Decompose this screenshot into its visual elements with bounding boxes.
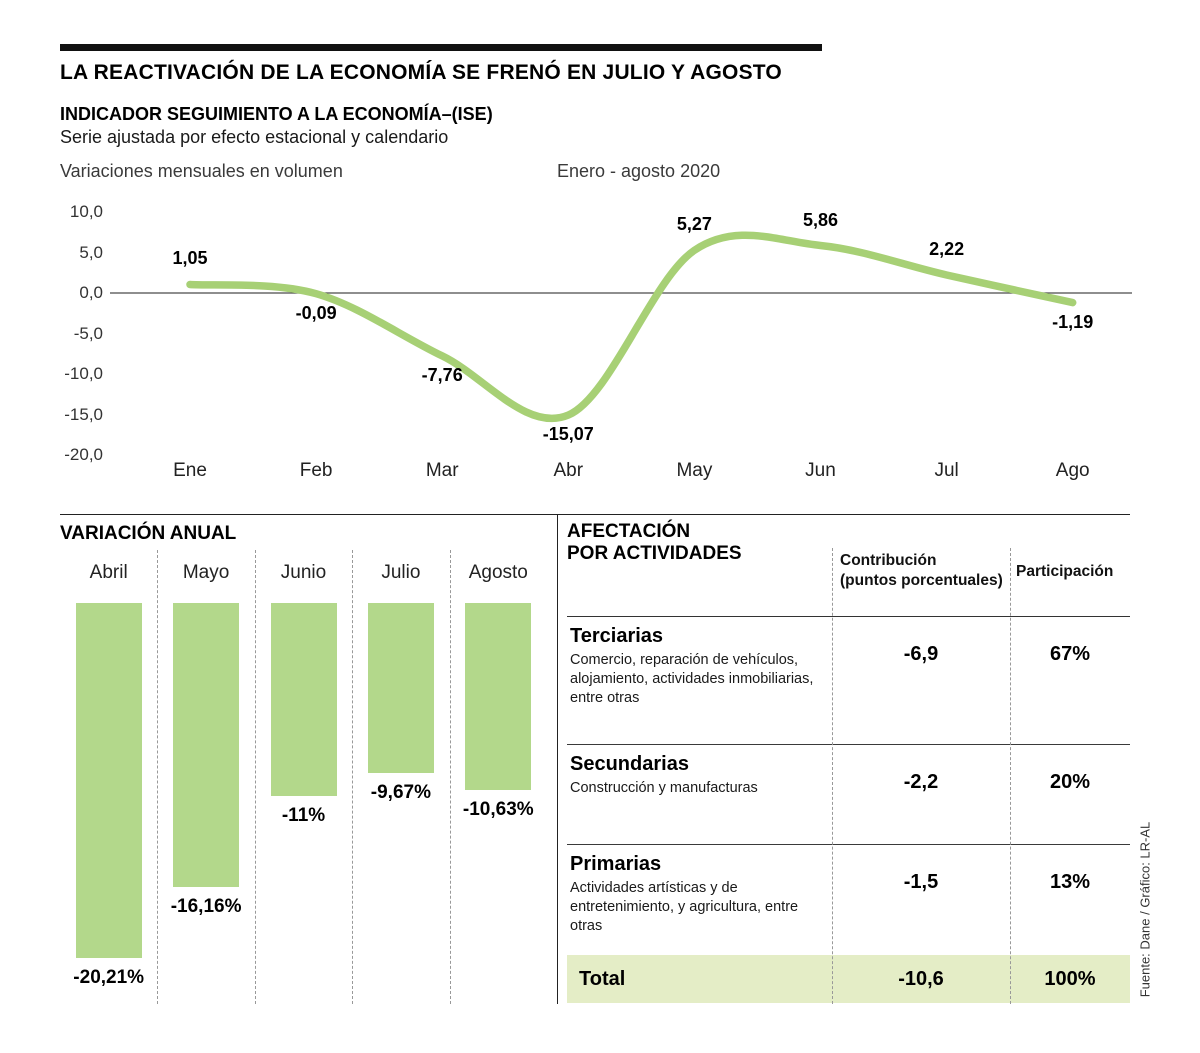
- activity-description: Comercio, reparación de vehículos, aloja…: [570, 652, 814, 706]
- x-axis-label: Ene: [173, 460, 207, 481]
- contribution-value: -2,2: [903, 771, 939, 793]
- bar-value-label: -16,16%: [170, 896, 242, 917]
- ise-curve: [186, 231, 1077, 423]
- table-row: Secundarias Construcción y manufacturas -2…: [567, 745, 1130, 845]
- variation-bar: [465, 603, 532, 790]
- activity-description: Construcción y manufacturas: [570, 780, 758, 796]
- x-axis-label: Jun: [805, 460, 836, 481]
- participation-value: 67%: [1049, 643, 1091, 665]
- top-rule: [60, 44, 822, 51]
- contribution-value: -6,9: [903, 643, 939, 665]
- bar-month-label: Junio: [280, 562, 327, 583]
- table-column-separator: [1010, 548, 1011, 1004]
- y-tick-label: -5,0: [73, 323, 103, 343]
- variation-bar: [270, 603, 337, 796]
- contribution-value: -1,5: [903, 871, 939, 893]
- bar-value-label: -9,67%: [370, 782, 431, 803]
- data-point-label: 5,86: [802, 209, 839, 230]
- bar-column-separator: [449, 550, 451, 1004]
- participation-value: 100%: [1044, 967, 1096, 990]
- bar-value-label: -11%: [281, 805, 326, 826]
- x-axis-label: Abr: [553, 460, 584, 481]
- y-axis-caption: Variaciones mensuales en volumen: [60, 161, 343, 181]
- x-axis-label: Feb: [299, 460, 333, 481]
- data-point-label: 2,22: [929, 239, 965, 260]
- bar-column-separator: [352, 550, 354, 1004]
- bar-column-separator: [254, 550, 256, 1004]
- bar-month-label: Mayo: [182, 562, 230, 583]
- activity-name: Terciarias: [570, 625, 664, 647]
- bar-value-label: -10,63%: [462, 799, 534, 820]
- activity-name: Total: [579, 967, 626, 990]
- activity-name-cell: Total: [567, 967, 832, 992]
- column-header-contribution-line1: Contribución: [840, 552, 937, 569]
- y-tick-label: -10,0: [64, 364, 103, 383]
- section-divider-rule: [60, 514, 1130, 515]
- table-row-total: Total -10,6 100%: [567, 955, 1130, 1003]
- table-row: Primarias Actividades artísticas y de ent…: [567, 845, 1130, 955]
- activity-description: Actividades artísticas y de entretenimie…: [570, 880, 799, 934]
- activity-name: Primarias: [570, 853, 662, 875]
- bar-month-label: Abril: [89, 562, 128, 583]
- data-point-label: -0,09: [295, 302, 337, 323]
- column-header-participation: Participación: [1016, 563, 1114, 580]
- participation-value: 20%: [1049, 771, 1091, 793]
- main-title: LA REACTIVACIÓN DE LA ECONOMÍA SE FRENÓ …: [60, 61, 782, 84]
- column-header-contribution-line2: (puntos porcentuales): [840, 572, 1003, 589]
- table-column-separator: [832, 548, 833, 1004]
- data-point-label: 1,05: [172, 248, 208, 269]
- participation-value: 13%: [1049, 871, 1091, 893]
- activity-name-cell: Primarias Actividades artísticas y de ent…: [567, 845, 832, 955]
- activity-name-cell: Terciarias Comercio, reparación de vehícu…: [567, 617, 832, 744]
- activities-table: Terciarias Comercio, reparación de vehícu…: [567, 617, 1130, 1003]
- bar-column-separator: [157, 550, 159, 1004]
- x-axis-label: Ago: [1055, 460, 1090, 481]
- variation-bar: [75, 603, 142, 958]
- bar-month-label: Julio: [381, 562, 421, 583]
- data-point-label: -15,07: [542, 424, 594, 445]
- x-axis-label: Jul: [934, 460, 959, 481]
- x-axis-label: May: [676, 460, 713, 481]
- y-tick-label: 10,0: [69, 202, 103, 221]
- y-tick-label: -20,0: [64, 445, 103, 464]
- variation-bar: [173, 603, 240, 887]
- indicator-subtitle: Serie ajustada por efecto estacional y c…: [60, 127, 449, 147]
- data-point-label: -1,19: [1052, 311, 1094, 332]
- activities-title-line1: AFECTACIÓN: [567, 521, 691, 542]
- activity-name-cell: Secundarias Construcción y manufacturas: [567, 745, 832, 844]
- column-header-contribution: Contribución (puntos porcentuales): [840, 551, 1003, 591]
- indicator-title: INDICADOR SEGUIMIENTO A LA ECONOMÍA–(ISE…: [60, 104, 493, 124]
- variation-bar: [367, 603, 434, 773]
- activities-title: AFECTACIÓN POR ACTIVIDADES: [567, 521, 742, 565]
- bar-month-label: Agosto: [468, 562, 528, 583]
- activity-name: Secundarias: [570, 753, 689, 775]
- data-point-label: 5,27: [676, 214, 712, 235]
- table-header-rule: [567, 616, 1130, 617]
- bar-value-label: -20,21%: [73, 967, 145, 988]
- annual-variation-title: VARIACIÓN ANUAL: [60, 523, 237, 544]
- x-axis-label: Mar: [425, 460, 459, 481]
- data-point-label: -7,76: [421, 364, 463, 385]
- y-tick-label: -15,0: [64, 404, 103, 424]
- vertical-panel-divider: [557, 514, 558, 1004]
- table-row: Terciarias Comercio, reparación de vehícu…: [567, 617, 1130, 745]
- y-tick-label: 0,0: [79, 283, 103, 302]
- period-caption: Enero - agosto 2020: [557, 161, 721, 181]
- y-tick-label: 5,0: [79, 242, 103, 262]
- source-credit: Fuente: Dane / Gráfico: LR-AL: [1137, 821, 1153, 998]
- activities-title-line2: POR ACTIVIDADES: [567, 543, 742, 564]
- contribution-value: -10,6: [898, 967, 944, 990]
